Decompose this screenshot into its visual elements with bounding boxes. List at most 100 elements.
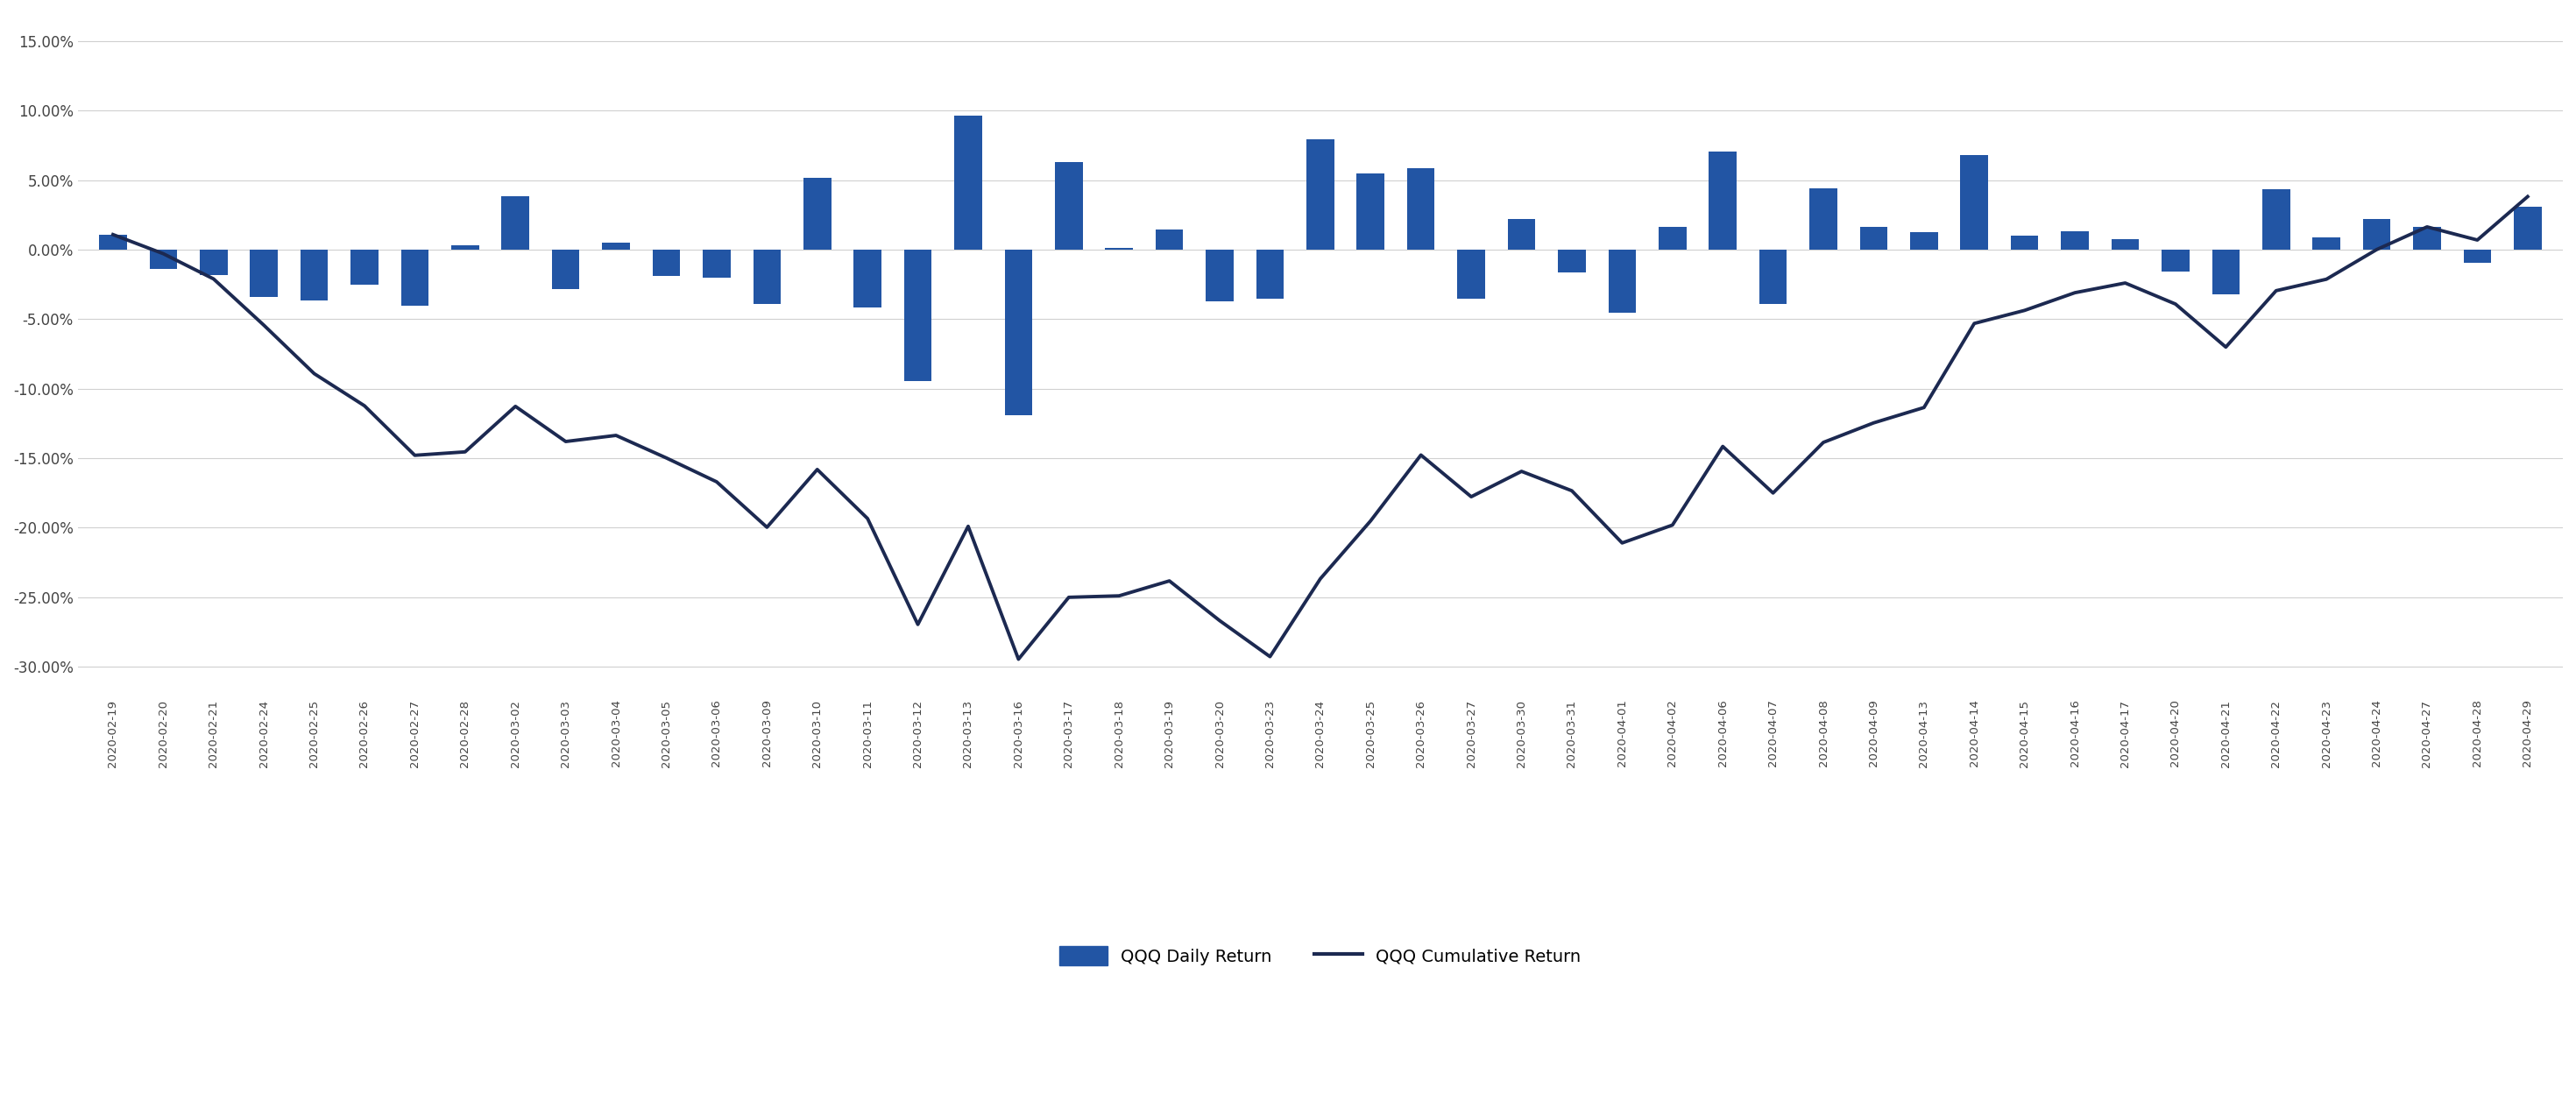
Bar: [1507, 219, 1535, 250]
Bar: [1358, 174, 1383, 250]
QQQ Cumulative Return: [1154, 575, 1185, 588]
Bar: [2414, 227, 2442, 250]
QQQ Cumulative Return: [1455, 490, 1486, 503]
Bar: [2463, 250, 2491, 262]
QQQ Cumulative Return: [2110, 277, 2141, 290]
Bar: [1406, 167, 1435, 250]
QQQ Cumulative Return: [2262, 283, 2293, 297]
Bar: [1005, 250, 1033, 415]
QQQ Cumulative Return: [2058, 286, 2089, 299]
Bar: [904, 250, 933, 381]
QQQ Cumulative Return: [1002, 653, 1033, 666]
QQQ Cumulative Return: [1556, 484, 1587, 498]
QQQ Cumulative Return: [2411, 220, 2442, 233]
QQQ Cumulative Return: [1607, 537, 1638, 550]
QQQ Cumulative Return: [2362, 243, 2393, 257]
Bar: [703, 250, 732, 278]
Bar: [1056, 162, 1082, 250]
Line: QQQ Cumulative Return: QQQ Cumulative Return: [113, 196, 2527, 660]
QQQ Cumulative Return: [1355, 514, 1386, 528]
QQQ Cumulative Return: [2512, 190, 2543, 203]
Bar: [1759, 250, 1788, 304]
QQQ Cumulative Return: [147, 247, 178, 260]
QQQ Cumulative Return: [198, 272, 229, 286]
QQQ Cumulative Return: [701, 475, 732, 489]
Bar: [2514, 206, 2543, 250]
Bar: [301, 250, 327, 301]
QQQ Cumulative Return: [1808, 435, 1839, 449]
QQQ Cumulative Return: [399, 449, 430, 462]
QQQ Cumulative Return: [902, 618, 933, 632]
QQQ Cumulative Return: [1757, 487, 1788, 500]
Bar: [2061, 231, 2089, 250]
Bar: [953, 115, 981, 250]
QQQ Cumulative Return: [953, 520, 984, 533]
Bar: [402, 250, 428, 306]
QQQ Cumulative Return: [1103, 589, 1133, 603]
Bar: [804, 177, 832, 250]
Bar: [752, 250, 781, 304]
Legend: QQQ Daily Return, QQQ Cumulative Return: QQQ Daily Return, QQQ Cumulative Return: [1054, 939, 1587, 972]
Bar: [2362, 219, 2391, 250]
Bar: [1607, 250, 1636, 312]
Bar: [2313, 238, 2339, 250]
Bar: [551, 250, 580, 289]
QQQ Cumulative Return: [2161, 297, 2192, 310]
Bar: [1659, 227, 1687, 250]
Bar: [98, 234, 126, 250]
QQQ Cumulative Return: [853, 512, 884, 526]
QQQ Cumulative Return: [1909, 401, 1940, 414]
Bar: [350, 250, 379, 285]
Bar: [250, 250, 278, 297]
QQQ Cumulative Return: [1958, 317, 1989, 330]
QQQ Cumulative Return: [752, 520, 783, 533]
QQQ Cumulative Return: [2311, 272, 2342, 286]
QQQ Cumulative Return: [500, 400, 531, 413]
QQQ Cumulative Return: [801, 463, 832, 477]
Bar: [853, 250, 881, 308]
QQQ Cumulative Return: [98, 228, 129, 241]
Bar: [1458, 250, 1484, 299]
QQQ Cumulative Return: [2210, 340, 2241, 354]
Bar: [2213, 250, 2239, 295]
Bar: [451, 246, 479, 250]
Bar: [1860, 227, 1888, 250]
Bar: [2112, 240, 2138, 250]
Bar: [502, 196, 528, 250]
QQQ Cumulative Return: [2463, 233, 2494, 247]
Bar: [1206, 250, 1234, 301]
Bar: [652, 250, 680, 276]
QQQ Cumulative Return: [348, 400, 379, 413]
QQQ Cumulative Return: [551, 435, 582, 449]
Bar: [603, 242, 631, 250]
QQQ Cumulative Return: [1507, 464, 1538, 478]
QQQ Cumulative Return: [1406, 449, 1437, 462]
Bar: [1558, 250, 1587, 272]
QQQ Cumulative Return: [1857, 416, 1888, 430]
Bar: [201, 250, 227, 275]
QQQ Cumulative Return: [1203, 614, 1234, 627]
QQQ Cumulative Return: [1656, 518, 1687, 531]
QQQ Cumulative Return: [1255, 650, 1285, 663]
QQQ Cumulative Return: [2009, 304, 2040, 317]
Bar: [1105, 248, 1133, 250]
Bar: [2262, 189, 2290, 250]
QQQ Cumulative Return: [451, 445, 482, 459]
Bar: [2161, 250, 2190, 271]
QQQ Cumulative Return: [1054, 590, 1084, 604]
Bar: [1808, 189, 1837, 250]
QQQ Cumulative Return: [247, 318, 278, 331]
Bar: [1911, 232, 1937, 250]
Bar: [1157, 230, 1182, 250]
Bar: [2012, 235, 2038, 250]
Bar: [1257, 250, 1283, 299]
QQQ Cumulative Return: [1306, 573, 1337, 586]
QQQ Cumulative Return: [1708, 440, 1739, 453]
QQQ Cumulative Return: [299, 367, 330, 381]
Bar: [1306, 140, 1334, 250]
Bar: [1708, 152, 1736, 250]
Bar: [1960, 155, 1989, 250]
Bar: [149, 250, 178, 269]
QQQ Cumulative Return: [652, 451, 683, 464]
QQQ Cumulative Return: [600, 429, 631, 442]
